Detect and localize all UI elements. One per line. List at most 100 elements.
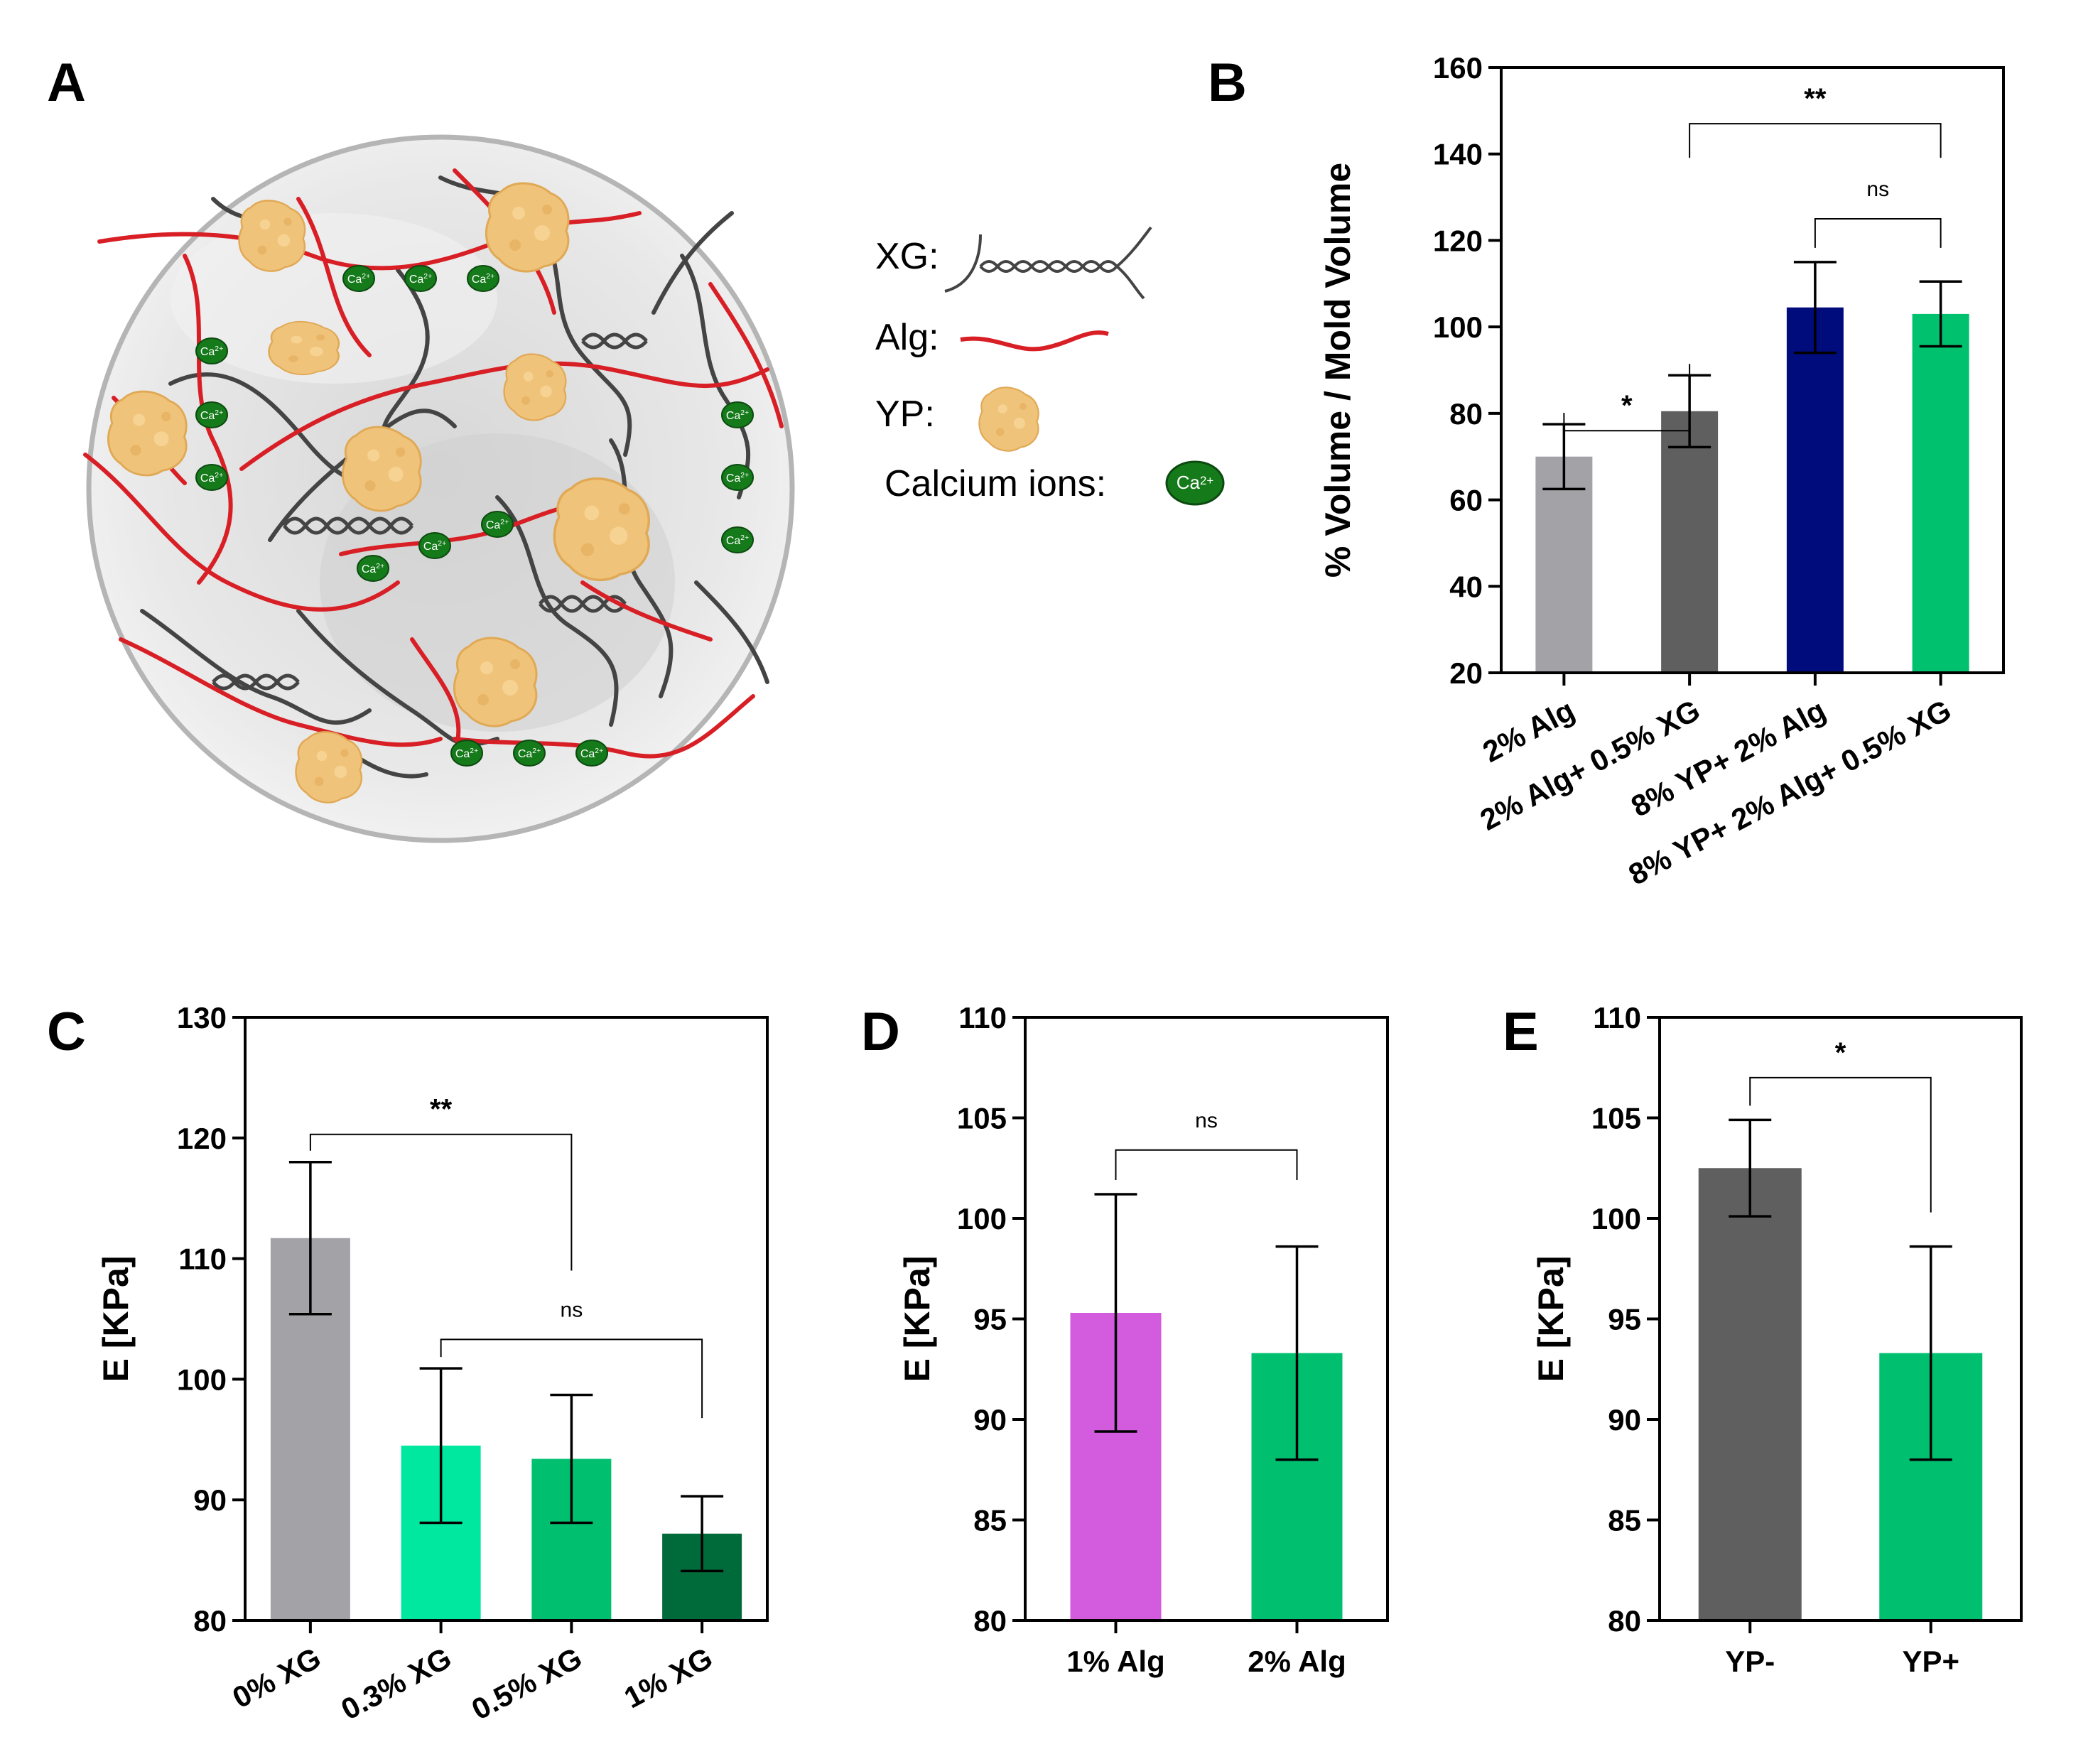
chartd-ytick-label: 95 <box>973 1303 1007 1336</box>
chartc-ytick-label: 130 <box>177 1001 227 1034</box>
panel-label-e: E <box>1503 1002 1539 1062</box>
ca-ions: Ca2+ Ca2+ Ca2+ Ca2+ Ca2+ Ca2+ Ca2+ Ca2+ … <box>195 265 754 767</box>
chartb-significance-label: ns <box>1866 178 1889 201</box>
charte-ytick-label: 100 <box>1591 1202 1641 1235</box>
chartc-error-bar <box>288 1161 332 1316</box>
chartc-significance-label: ** <box>430 1094 453 1125</box>
chartb-error-bar <box>1793 261 1837 355</box>
svg-text:Ca2+: Ca2+ <box>580 747 603 760</box>
charte-error-bar <box>1729 1118 1772 1218</box>
charte-significance-label: * <box>1835 1037 1846 1068</box>
svg-text:Ca2+: Ca2+ <box>726 472 749 485</box>
svg-text:Ca2+: Ca2+ <box>1177 472 1214 493</box>
chartd-ytick-label: 90 <box>973 1403 1007 1436</box>
chartc-xtick-label: 0% XG <box>227 1640 327 1714</box>
legend-alg-label: Alg: <box>875 317 939 358</box>
chartc-y-axis-title: E [KPa] <box>96 1256 136 1382</box>
chartb-ytick-label: 60 <box>1449 484 1483 517</box>
charte-ytick-label: 90 <box>1608 1403 1641 1436</box>
chartd-ytick-label: 105 <box>957 1102 1007 1135</box>
chartb-xtick-label: 2% Alg <box>1477 693 1579 769</box>
chartb-bar <box>1912 313 1969 673</box>
chartd-significance-label: ns <box>1195 1109 1218 1132</box>
chartc-significance-bracket <box>309 1133 573 1271</box>
chartb-ytick-label: 160 <box>1433 51 1483 85</box>
chartd-ytick-label: 85 <box>973 1504 1007 1537</box>
charte-xtick-label: YP+ <box>1902 1645 1959 1678</box>
charte-significance-bracket <box>1749 1076 1932 1213</box>
svg-text:Ca2+: Ca2+ <box>200 409 223 422</box>
charte-y-axis-title: E [KPa] <box>1531 1256 1571 1382</box>
chart-c-modulus-xg: 80 90 100 110 120 130 0% XG 0.3% XG 0.5% XG 1% XG… <box>96 1001 769 1726</box>
chartc-ytick-label: 100 <box>177 1363 227 1396</box>
chartc-error-bar <box>550 1393 593 1525</box>
chartb-ytick-label: 140 <box>1433 138 1483 171</box>
chartc-ytick-label: 80 <box>193 1604 227 1638</box>
chartd-ytick-label: 110 <box>958 1001 1007 1034</box>
chartb-bar <box>1786 307 1844 673</box>
legend-yp-label: YP: <box>875 394 935 435</box>
chartb-xtick-label: 2% Alg+ 0.5% XG <box>1475 693 1706 836</box>
chartc-significance-label: ns <box>561 1298 583 1321</box>
legend-ca-icon: Ca2+ <box>1165 460 1225 506</box>
chartc-error-bar <box>419 1367 463 1525</box>
svg-text:Ca2+: Ca2+ <box>726 409 749 422</box>
svg-text:Ca2+: Ca2+ <box>347 273 370 286</box>
charte-error-bar <box>1909 1245 1952 1461</box>
svg-text:Ca2+: Ca2+ <box>472 273 494 286</box>
xg-chains <box>140 175 769 779</box>
hydrogel-schematic: Ca2+ Ca2+ Ca2+ Ca2+ Ca2+ Ca2+ Ca2+ Ca2+ … <box>83 134 795 843</box>
legend-calcium-label: Calcium ions: <box>885 463 1106 504</box>
chartd-xtick-label: 1% Alg <box>1066 1645 1164 1678</box>
chartd-error-bar <box>1275 1245 1319 1461</box>
chartb-bar <box>1661 411 1719 673</box>
chartc-axes-frame <box>244 1016 769 1622</box>
legend-xg-icon <box>944 226 1152 300</box>
chartd-significance-bracket <box>1115 1149 1298 1181</box>
xg-helices <box>212 332 648 691</box>
legend-xg-label: XG: <box>875 236 939 277</box>
chartb-ytick-label: 100 <box>1433 310 1483 344</box>
panel-label-d: D <box>861 1002 900 1062</box>
chartc-error-bar <box>681 1495 724 1573</box>
panel-label-a: A <box>47 53 86 113</box>
svg-text:Ca2+: Ca2+ <box>726 534 749 547</box>
chartc-xtick-label: 0.3% XG <box>335 1640 456 1726</box>
chartc-significance-bracket <box>440 1338 703 1419</box>
chartc-ytick-label: 110 <box>178 1243 227 1276</box>
legend-alg-icon <box>960 330 1109 352</box>
chartc-xtick-label: 1% XG <box>619 1640 718 1714</box>
chartb-significance-label: * <box>1621 390 1633 421</box>
chartb-error-bar <box>1919 280 1962 348</box>
chartb-ytick-label: 20 <box>1449 656 1483 690</box>
charte-ytick-label: 105 <box>1591 1102 1641 1135</box>
panel-label-c: C <box>47 1002 86 1062</box>
chartc-xtick-label: 0.5% XG <box>466 1640 587 1726</box>
svg-text:Ca2+: Ca2+ <box>518 747 541 760</box>
chartb-ytick-label: 120 <box>1433 224 1483 257</box>
svg-text:Ca2+: Ca2+ <box>200 345 223 358</box>
charte-ytick-label: 95 <box>1608 1303 1641 1336</box>
chartb-axes-frame <box>1500 66 2005 674</box>
chartb-ytick-label: 80 <box>1449 397 1483 431</box>
chartb-y-axis-title: % Volume / Mold Volume <box>1318 163 1358 578</box>
chartb-ytick-label: 40 <box>1449 570 1483 603</box>
chartb-bar <box>1535 456 1593 673</box>
svg-text:Ca2+: Ca2+ <box>200 472 223 485</box>
svg-text:Ca2+: Ca2+ <box>409 273 432 286</box>
chartd-ytick-label: 80 <box>973 1604 1007 1638</box>
chartc-ytick-label: 90 <box>193 1483 227 1517</box>
chartb-significance-label: ** <box>1804 83 1827 114</box>
charte-ytick-label: 85 <box>1608 1504 1641 1537</box>
chart-d-modulus-alg: 80 85 90 95 100 105 110 1% Alg 2% Alg E [KPa] ns <box>897 1001 1389 1678</box>
chartc-ytick-label: 120 <box>177 1122 227 1155</box>
chartd-xtick-label: 2% Alg <box>1248 1645 1346 1678</box>
panel-label-b: B <box>1208 53 1247 113</box>
svg-text:Ca2+: Ca2+ <box>455 747 478 760</box>
charte-bar <box>1698 1168 1802 1620</box>
svg-text:Ca2+: Ca2+ <box>423 540 446 553</box>
svg-text:Ca2+: Ca2+ <box>362 563 384 575</box>
charte-ytick-label: 110 <box>1593 1001 1641 1034</box>
